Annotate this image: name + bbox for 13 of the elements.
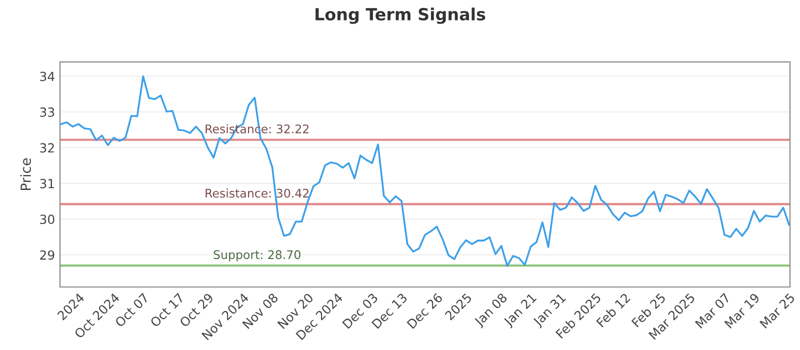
- ref-line-label: Resistance: 30.42: [206, 188, 308, 198]
- ref-line-label: Support: 28.70: [214, 250, 300, 262]
- y-tick-label: 30: [40, 214, 54, 224]
- line-series: [60, 75, 790, 267]
- x-tick-label: Dec 26: [406, 292, 444, 329]
- x-tick-label: Mar 25: [759, 292, 796, 329]
- y-tick-label: 32: [40, 143, 54, 153]
- chart-title: Long Term Signals: [316, 8, 486, 24]
- y-tick-label: 29: [40, 250, 54, 260]
- y-axis-title: Price: [20, 158, 31, 190]
- y-tick-label: 34: [40, 72, 54, 82]
- y-tick-label: 31: [40, 178, 54, 188]
- y-tick-label: 33: [40, 107, 54, 117]
